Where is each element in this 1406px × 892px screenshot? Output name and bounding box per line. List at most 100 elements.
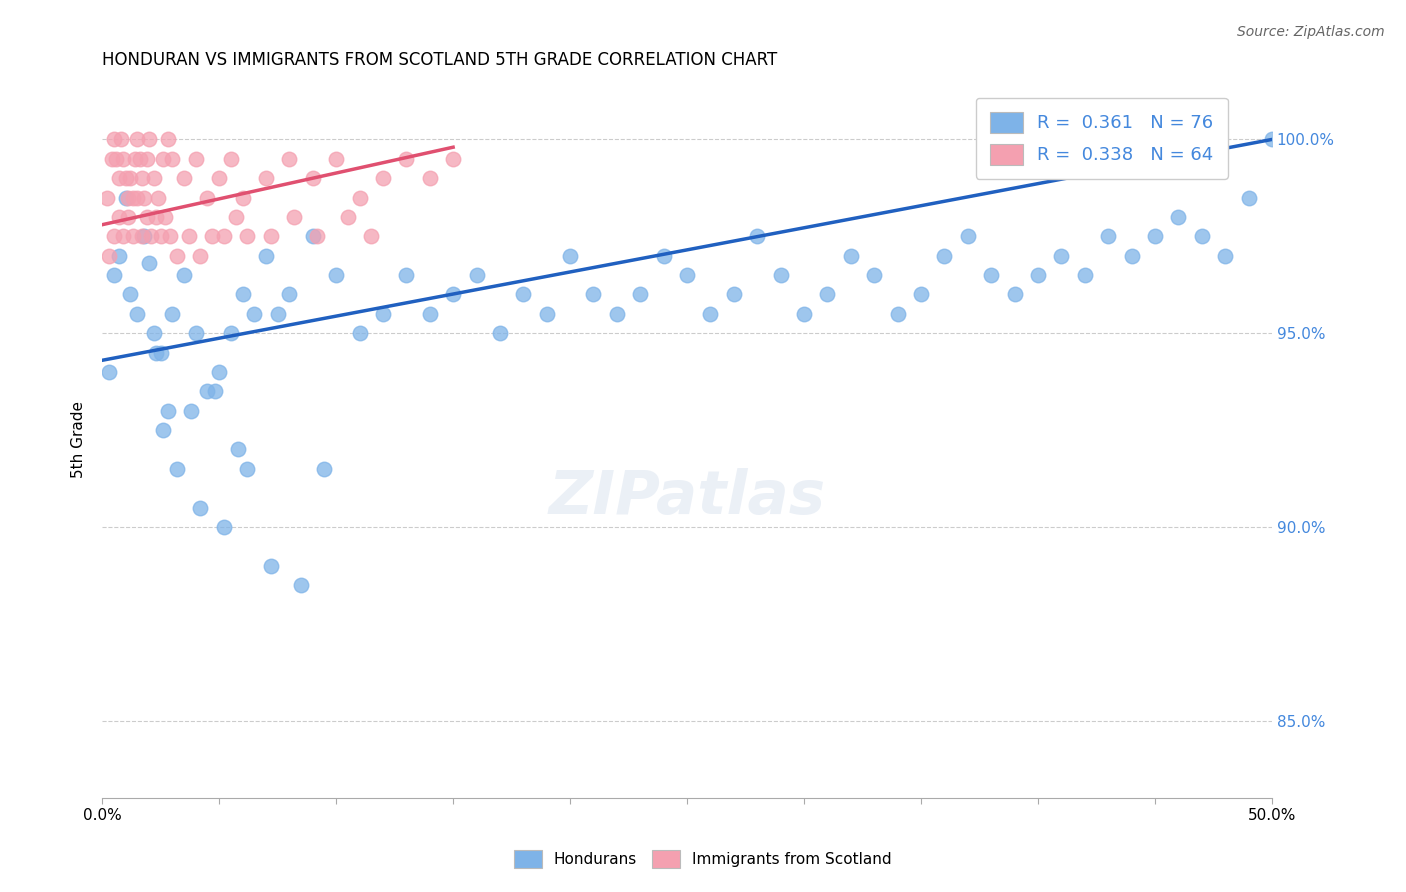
Point (349, 326, 371, 341)
Point (886, 307, 908, 321)
Point (290, 578, 312, 592)
Point (127, 132, 149, 146)
Point (107, 171, 129, 186)
Point (127, 307, 149, 321)
Point (266, 307, 288, 321)
Point (135, 210, 157, 224)
Text: ZIPatlas: ZIPatlas (548, 467, 825, 526)
Point (441, 152, 464, 166)
Point (117, 210, 139, 224)
Point (1004, 287, 1026, 301)
Point (652, 249, 675, 263)
Point (226, 442, 249, 457)
Point (236, 462, 259, 476)
Point (105, 152, 128, 166)
Point (301, 171, 323, 186)
Point (98, 365, 121, 379)
Point (159, 229, 181, 244)
Point (395, 268, 418, 282)
Point (208, 365, 231, 379)
Point (138, 132, 160, 146)
Point (628, 287, 651, 301)
Point (141, 229, 163, 244)
Point (1261, 132, 1284, 146)
Point (606, 307, 628, 321)
Point (197, 190, 219, 204)
Point (138, 256, 160, 270)
Point (162, 152, 184, 166)
Point (980, 268, 1002, 282)
Point (360, 229, 382, 244)
Point (219, 152, 242, 166)
Point (112, 229, 135, 244)
Point (155, 210, 177, 224)
Point (114, 190, 136, 204)
Point (307, 229, 329, 244)
Point (131, 171, 153, 186)
Point (371, 307, 394, 321)
Point (117, 190, 139, 204)
Point (145, 345, 167, 359)
Point (747, 229, 769, 244)
Point (166, 249, 188, 263)
Point (1167, 210, 1189, 224)
Point (558, 249, 581, 263)
Point (197, 384, 219, 399)
Point (110, 132, 132, 146)
Point (349, 190, 371, 204)
Point (103, 132, 125, 146)
Point (103, 268, 125, 282)
Point (149, 345, 172, 359)
Point (96, 190, 118, 204)
Point (1121, 249, 1143, 263)
Point (232, 190, 254, 204)
Point (184, 152, 207, 166)
Point (127, 190, 149, 204)
Point (107, 249, 129, 263)
Point (124, 152, 146, 166)
Point (149, 229, 172, 244)
Point (236, 229, 259, 244)
Point (536, 307, 558, 321)
Point (212, 520, 235, 534)
Point (419, 171, 441, 186)
Point (278, 152, 301, 166)
Point (489, 326, 512, 341)
Point (134, 229, 156, 244)
Point (162, 307, 184, 321)
Point (910, 287, 932, 301)
Point (225, 210, 247, 224)
Point (142, 326, 165, 341)
Point (769, 268, 792, 282)
Point (177, 229, 200, 244)
Point (232, 287, 254, 301)
Point (190, 500, 212, 515)
Point (112, 152, 135, 166)
Point (128, 152, 150, 166)
Point (259, 229, 281, 244)
Point (254, 171, 277, 186)
Point (278, 287, 301, 301)
Point (1143, 229, 1166, 244)
Point (131, 229, 153, 244)
Point (1213, 249, 1236, 263)
Point (512, 287, 534, 301)
Point (100, 152, 122, 166)
Point (107, 210, 129, 224)
Point (1050, 249, 1073, 263)
Point (98, 249, 121, 263)
Point (314, 462, 336, 476)
Y-axis label: 5th Grade: 5th Grade (72, 401, 86, 478)
Point (336, 210, 359, 224)
Point (1026, 268, 1049, 282)
Point (301, 229, 323, 244)
Text: HONDURAN VS IMMIGRANTS FROM SCOTLAND 5TH GRADE CORRELATION CHART: HONDURAN VS IMMIGRANTS FROM SCOTLAND 5TH… (103, 51, 778, 69)
Point (699, 307, 721, 321)
Point (142, 171, 165, 186)
Point (180, 403, 202, 417)
Point (1237, 190, 1260, 204)
Point (120, 287, 142, 301)
Point (465, 268, 488, 282)
Point (934, 249, 956, 263)
Point (723, 287, 745, 301)
